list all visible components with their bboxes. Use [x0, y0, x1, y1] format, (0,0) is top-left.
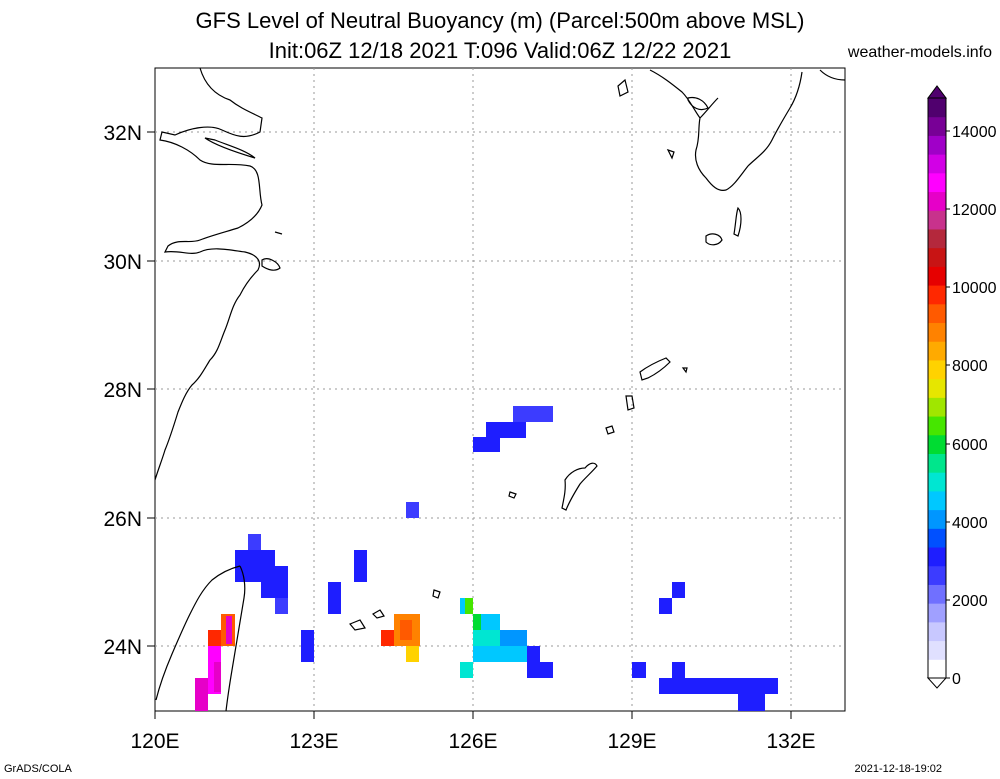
- data-cell: [261, 582, 288, 598]
- lon-label: 123E: [289, 730, 338, 753]
- colorbar-swatch: [928, 247, 946, 267]
- colorbar-swatch: [928, 359, 946, 380]
- data-cell: [400, 620, 412, 640]
- data-cell: [659, 678, 778, 694]
- data-cell: [473, 646, 527, 662]
- colorbar-swatch: [928, 135, 946, 155]
- data-cell: [248, 534, 261, 550]
- colorbar-swatch: [928, 659, 946, 679]
- colorbar-swatch: [928, 378, 946, 398]
- colorbar-swatch: [928, 509, 946, 529]
- colorbar-swatch: [928, 565, 946, 585]
- lat-label: 24N: [103, 636, 142, 659]
- colorbar-label: 14000: [952, 124, 997, 141]
- colorbar-swatch: [928, 303, 946, 324]
- colorbar-swatch: [928, 528, 946, 548]
- colorbar-swatch: [928, 416, 946, 436]
- lon-label: 132E: [766, 730, 815, 753]
- map-title-line1: GFS Level of Neutral Buoyancy (m) (Parce…: [195, 8, 805, 33]
- colorbar-swatch: [928, 191, 946, 211]
- colorbar-swatch: [928, 322, 946, 342]
- data-cell: [527, 662, 553, 678]
- data-cell: [632, 662, 646, 678]
- colorbar-swatch: [928, 210, 946, 230]
- colorbar-swatch: [928, 640, 946, 660]
- colorbar-swatch: [928, 228, 946, 249]
- colorbar-swatch: [928, 285, 946, 305]
- data-cell: [235, 550, 275, 566]
- data-cell: [672, 582, 685, 598]
- lat-labels: 32N 30N 28N 26N 24N: [103, 122, 142, 659]
- colorbar-label: 8000: [952, 358, 988, 375]
- lat-label: 26N: [103, 508, 142, 531]
- colorbar: [926, 85, 950, 689]
- site-credit: weather-models.info: [847, 44, 992, 61]
- data-cell: [513, 406, 553, 422]
- data-cell: [214, 662, 221, 692]
- footer-credit: GrADS/COLA: [4, 763, 72, 775]
- colorbar-label: 4000: [952, 515, 988, 532]
- lat-label: 32N: [103, 122, 142, 145]
- colorbar-bottom-arrow: [926, 677, 948, 689]
- colorbar-swatch: [928, 116, 946, 136]
- lon-label: 126E: [448, 730, 497, 753]
- data-cell: [460, 662, 473, 678]
- colorbar-swatch: [928, 603, 946, 623]
- colorbar-swatch: [928, 434, 946, 454]
- colorbar-label: 6000: [952, 437, 988, 454]
- footer-timestamp: 2021-12-18-19:02: [854, 763, 942, 775]
- data-cell: [275, 598, 288, 614]
- data-cell: [406, 646, 419, 662]
- colorbar-swatch: [928, 172, 946, 193]
- colorbar-swatch: [928, 621, 946, 642]
- colorbar-label: 2000: [952, 593, 988, 610]
- lat-label: 30N: [103, 251, 142, 274]
- data-cell: [381, 630, 394, 646]
- data-cell: [500, 422, 526, 438]
- colorbar-swatch: [928, 547, 946, 567]
- data-cell: [235, 566, 288, 582]
- data-cell: [465, 598, 473, 614]
- colorbar-swatch: [928, 98, 946, 118]
- colorbar-swatch: [928, 472, 946, 492]
- colorbar-swatch: [928, 490, 946, 511]
- map-title-line2: Init:06Z 12/18 2021 T:096 Valid:06Z 12/2…: [268, 38, 732, 63]
- data-cell: [195, 678, 208, 711]
- colorbar-labels: 0 2000 4000 6000 8000 10000 12000 14000: [952, 124, 997, 688]
- lon-labels: 120E 123E 126E 129E 132E: [130, 730, 815, 753]
- lon-label: 129E: [607, 730, 656, 753]
- data-cell: [672, 662, 685, 678]
- data-cell: [473, 437, 500, 452]
- data-cell: [406, 502, 419, 518]
- colorbar-label: 12000: [952, 202, 997, 219]
- colorbar-swatch: [928, 266, 946, 286]
- colorbar-top-arrow: [927, 85, 947, 99]
- data-cell: [328, 582, 341, 614]
- data-cell: [354, 550, 367, 582]
- colorbar-swatch: [928, 341, 946, 361]
- data-cell: [208, 630, 221, 646]
- data-cell: [659, 598, 672, 614]
- data-cell: [301, 630, 314, 662]
- colorbar-label: 0: [952, 671, 961, 688]
- data-cell: [500, 630, 527, 646]
- colorbar-swatch: [928, 584, 946, 604]
- buoyancy-cells: [195, 406, 778, 711]
- coastlines: [154, 67, 846, 712]
- lat-label: 28N: [103, 379, 142, 402]
- colorbar-swatch: [928, 453, 946, 473]
- data-cell: [527, 646, 540, 662]
- data-cell: [738, 694, 765, 711]
- axis-ticks: [147, 131, 792, 719]
- data-cell: [226, 616, 232, 644]
- colorbar-swatch: [928, 154, 946, 174]
- colorbar-swatch: [928, 397, 946, 417]
- colorbar-label: 10000: [952, 280, 997, 297]
- lon-label: 120E: [130, 730, 179, 753]
